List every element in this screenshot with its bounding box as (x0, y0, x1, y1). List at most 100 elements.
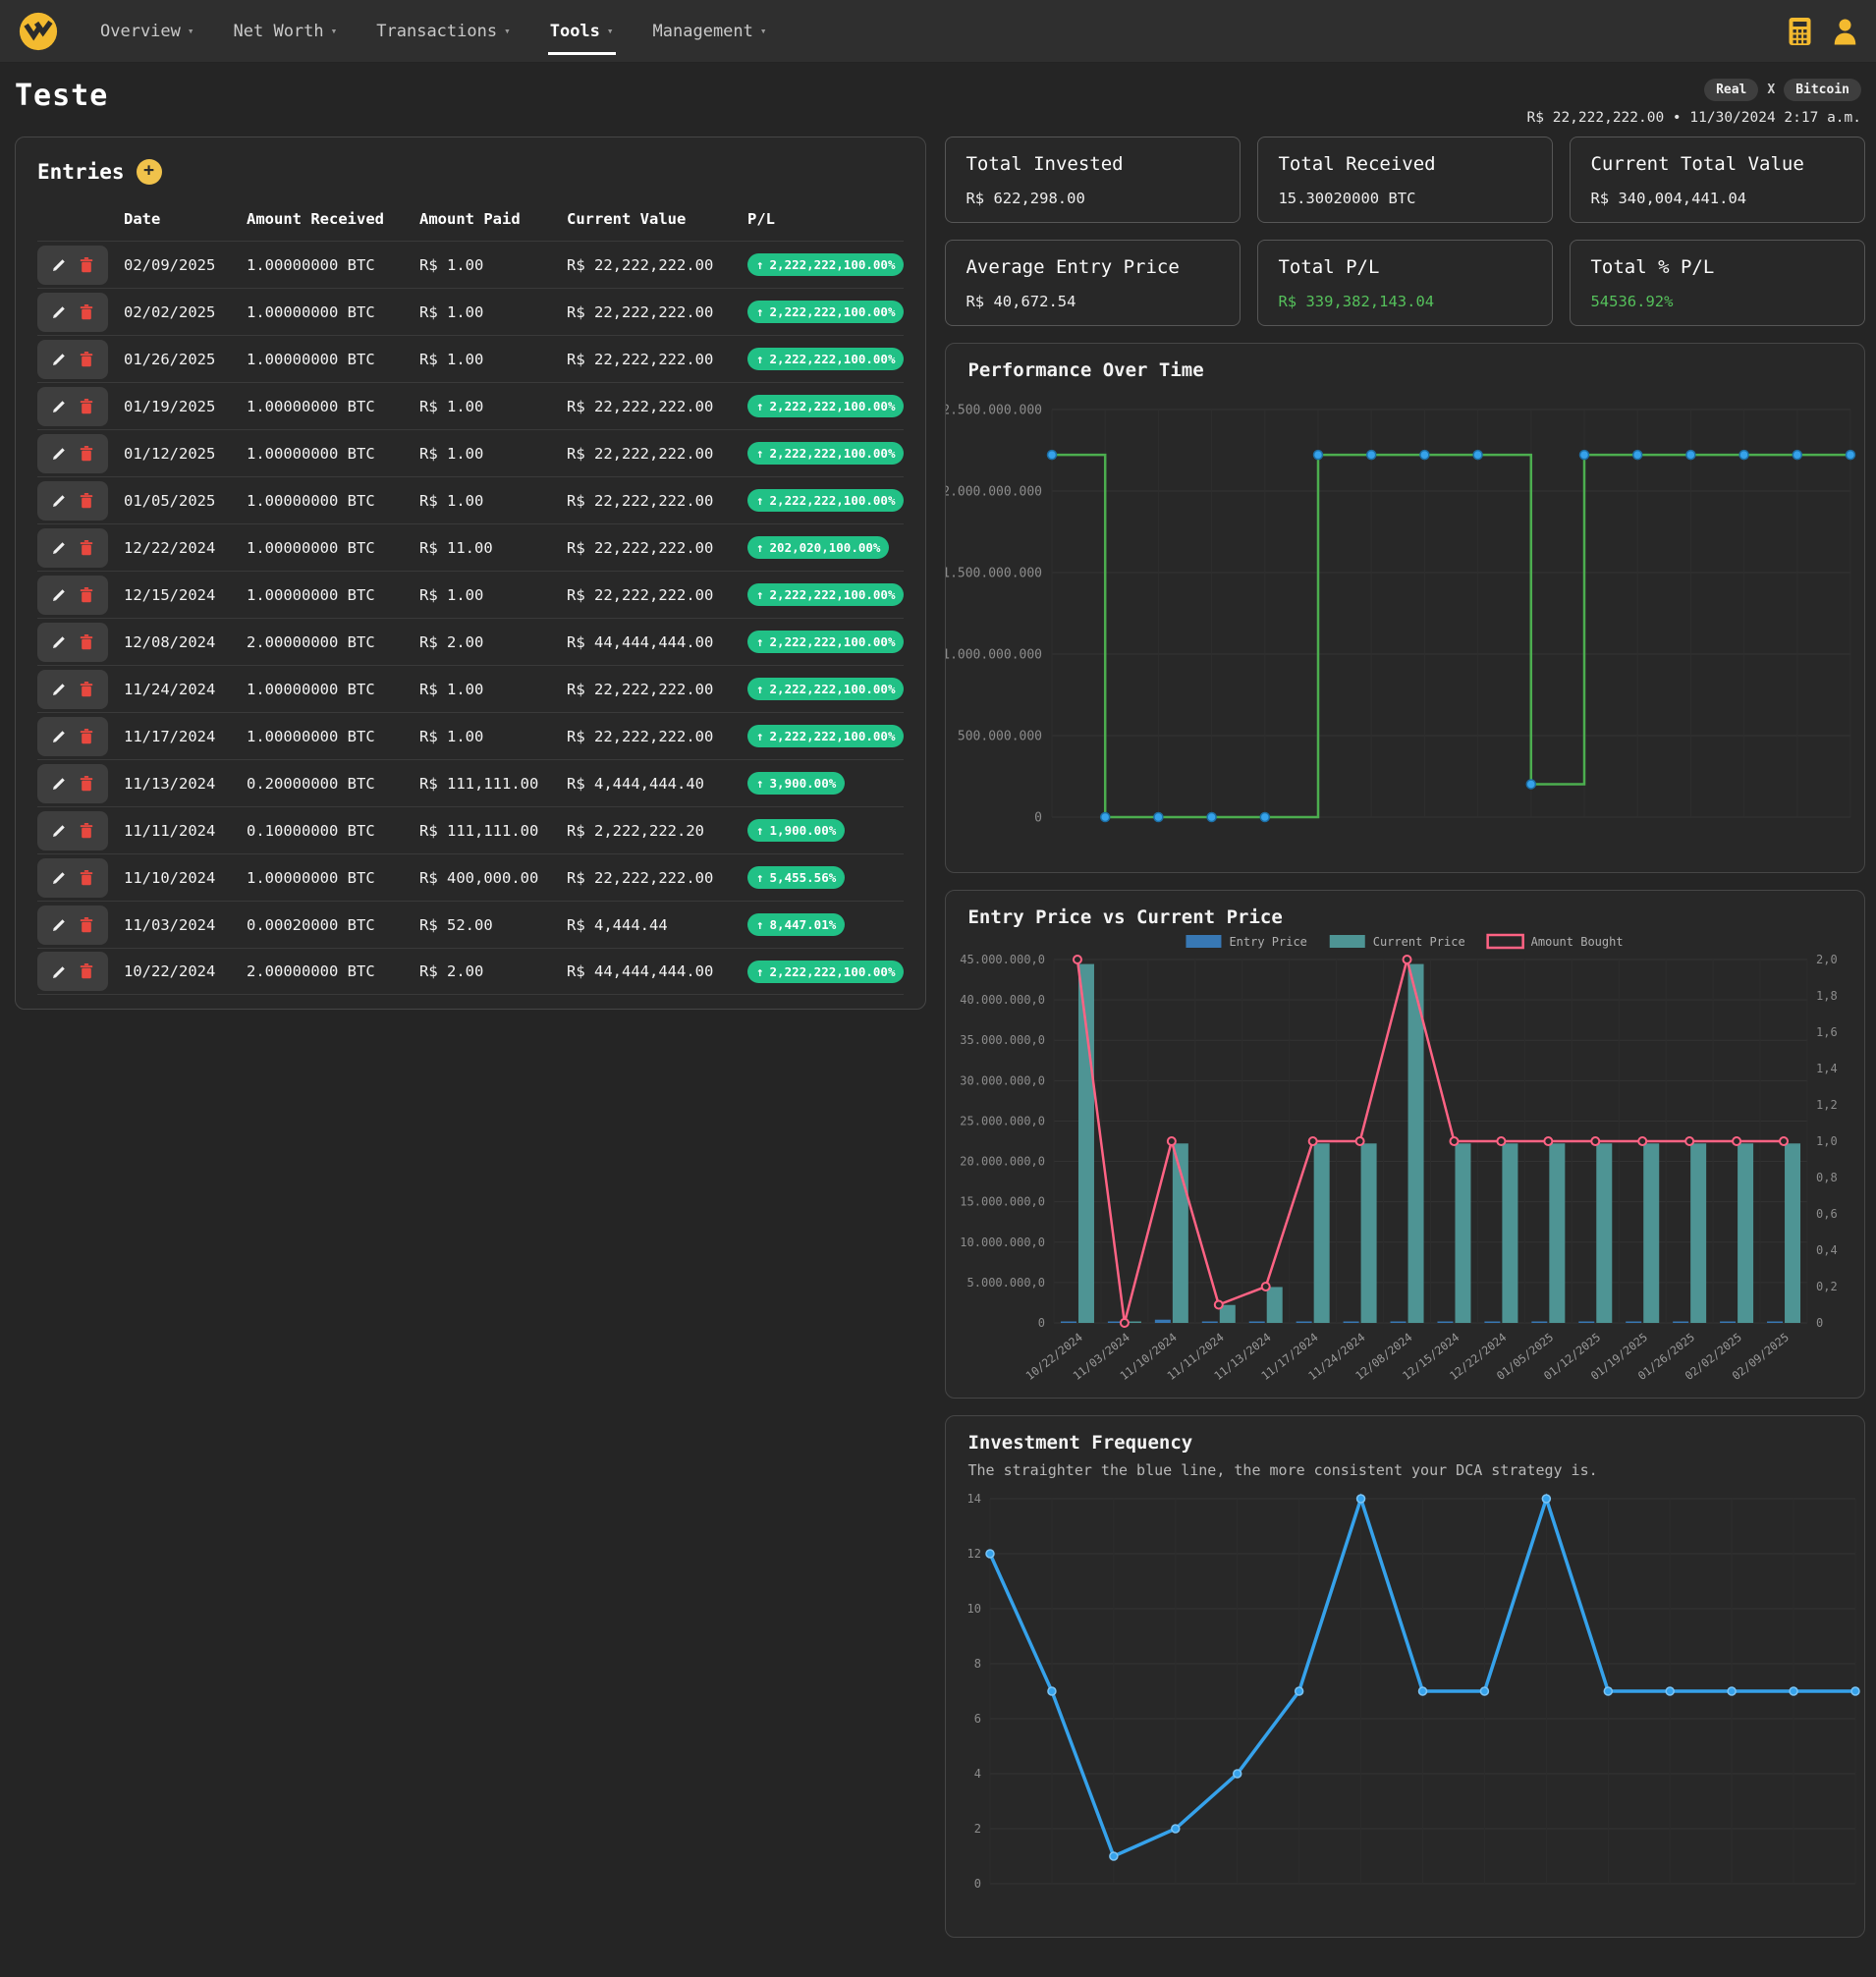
edit-button[interactable] (51, 822, 68, 839)
trash-icon (80, 681, 93, 696)
pl-badge: ↑ 5,455.56% (747, 866, 846, 889)
cell-date: 11/11/2024 (124, 821, 216, 840)
delete-button[interactable] (79, 351, 94, 368)
pl-badge: ↑ 2,222,222,100.00% (747, 725, 905, 747)
nav-item-net-worth[interactable]: Net Worth ▾ (218, 0, 354, 63)
pl-badge: ↑ 2,222,222,100.00% (747, 960, 905, 983)
pl-badge: ↑ 8,447.01% (747, 913, 846, 936)
row-actions (37, 716, 108, 756)
up-arrow-icon: ↑ (756, 304, 764, 319)
card-value: 15.30020000 BTC (1278, 190, 1416, 207)
real-badge[interactable]: Real (1704, 79, 1759, 101)
edit-button[interactable] (51, 492, 68, 509)
delete-button[interactable] (79, 492, 94, 510)
table-row: 11/11/2024 0.10000000 BTC R$ 111,111.00 R$ … (37, 806, 905, 853)
summary-card-total-p-l: Total P/L R$ 339,382,143.04 (1257, 240, 1554, 326)
delete-button[interactable] (79, 256, 94, 274)
delete-button[interactable] (79, 633, 94, 651)
cell-amount-received: 1.00000000 BTC (247, 444, 375, 463)
edit-button[interactable] (51, 539, 68, 556)
trash-icon (80, 351, 93, 366)
delete-button[interactable] (79, 445, 94, 463)
chevron-down-icon: ▾ (606, 25, 614, 37)
row-actions (37, 527, 108, 568)
up-arrow-icon: ↑ (756, 257, 764, 272)
svg-text:2.000.000.000: 2.000.000.000 (946, 485, 1042, 500)
calculator-icon (1789, 17, 1811, 45)
delete-button[interactable] (79, 539, 94, 557)
nav-item-management[interactable]: Management ▾ (637, 0, 783, 63)
nav-item-transactions[interactable]: Transactions ▾ (360, 0, 525, 63)
delete-button[interactable] (79, 962, 94, 980)
edit-button[interactable] (51, 728, 68, 744)
cell-date: 12/15/2024 (124, 585, 216, 604)
row-actions (37, 763, 108, 803)
top-nav: Overview ▾ Net Worth ▾ Transactions ▾ Tools ▾ Ma… (0, 0, 1876, 63)
brand-logo[interactable] (18, 11, 59, 52)
card-value: R$ 339,382,143.04 (1278, 293, 1435, 310)
edit-button[interactable] (51, 681, 68, 697)
cell-current-value: R$ 22,222,222.00 (567, 397, 714, 415)
cell-date: 02/09/2025 (124, 255, 216, 274)
calculator-button[interactable] (1788, 17, 1812, 46)
edit-button[interactable] (51, 963, 68, 980)
cell-current-value: R$ 22,222,222.00 (567, 868, 714, 887)
cell-amount-paid: R$ 2.00 (419, 632, 484, 651)
pencil-icon (53, 965, 65, 978)
delete-button[interactable] (79, 586, 94, 604)
cell-current-value: R$ 22,222,222.00 (567, 255, 714, 274)
edit-button[interactable] (51, 775, 68, 792)
up-arrow-icon: ↑ (756, 634, 764, 649)
table-row: 01/26/2025 1.00000000 BTC R$ 1.00 R$ 22,222… (37, 335, 905, 382)
pencil-icon (53, 495, 65, 507)
svg-text:20.000.000,0: 20.000.000,0 (961, 1155, 1046, 1169)
table-row: 02/09/2025 1.00000000 BTC R$ 1.00 R$ 22,222… (37, 241, 905, 288)
edit-button[interactable] (51, 586, 68, 603)
frequency-panel: Investment Frequency The straighter the … (945, 1415, 1866, 1938)
summary-card-average-entry-price: Average Entry Price R$ 40,672.54 (945, 240, 1241, 326)
edit-button[interactable] (51, 869, 68, 886)
delete-button[interactable] (79, 303, 94, 321)
edit-button[interactable] (51, 303, 68, 320)
nav-item-tools[interactable]: Tools ▾ (534, 0, 630, 63)
cell-amount-paid: R$ 2.00 (419, 962, 484, 980)
cell-amount-received: 0.20000000 BTC (247, 774, 375, 793)
edit-button[interactable] (51, 398, 68, 414)
up-arrow-icon: ↑ (756, 823, 764, 838)
cell-amount-paid: R$ 1.00 (419, 302, 484, 321)
cell-amount-paid: R$ 1.00 (419, 255, 484, 274)
edit-button[interactable] (51, 916, 68, 933)
pl-badge: ↑ 202,020,100.00% (747, 536, 890, 559)
delete-button[interactable] (79, 775, 94, 793)
pencil-icon (53, 306, 65, 318)
chevron-down-icon: ▾ (759, 25, 767, 37)
col-p-l: P/L (747, 210, 775, 228)
trash-icon (80, 869, 93, 885)
delete-button[interactable] (79, 398, 94, 415)
user-button[interactable] (1832, 18, 1858, 45)
trash-icon (80, 445, 93, 461)
svg-text:0,4: 0,4 (1816, 1243, 1838, 1257)
cell-amount-paid: R$ 111,111.00 (419, 774, 539, 793)
add-entry-button[interactable]: + (136, 159, 162, 185)
svg-text:1,2: 1,2 (1816, 1098, 1838, 1112)
edit-button[interactable] (51, 633, 68, 650)
delete-button[interactable] (79, 869, 94, 887)
delete-button[interactable] (79, 822, 94, 840)
edit-button[interactable] (51, 445, 68, 462)
up-arrow-icon: ↑ (756, 870, 764, 885)
cell-amount-paid: R$ 52.00 (419, 915, 493, 934)
edit-button[interactable] (51, 256, 68, 273)
nav-item-overview[interactable]: Overview ▾ (84, 0, 210, 63)
cell-date: 12/22/2024 (124, 538, 216, 557)
bitcoin-badge[interactable]: Bitcoin (1784, 79, 1861, 101)
nav-item-label: Tools (549, 21, 600, 41)
delete-button[interactable] (79, 916, 94, 934)
pencil-icon (53, 731, 65, 742)
card-value: 54536.92% (1590, 293, 1674, 310)
edit-button[interactable] (51, 351, 68, 367)
delete-button[interactable] (79, 728, 94, 745)
summary-card-current-total-value: Current Total Value R$ 340,004,441.04 (1570, 137, 1866, 223)
svg-text:1,0: 1,0 (1816, 1134, 1838, 1148)
delete-button[interactable] (79, 681, 94, 698)
